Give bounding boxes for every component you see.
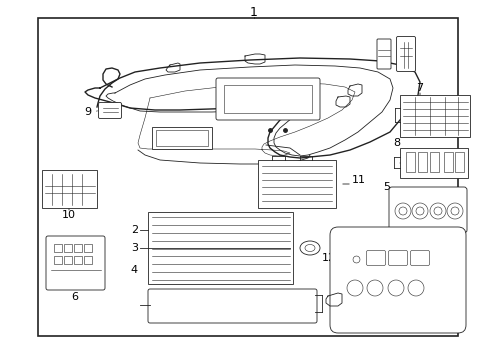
Circle shape bbox=[429, 203, 445, 219]
Ellipse shape bbox=[305, 244, 314, 252]
Text: 12: 12 bbox=[321, 253, 335, 263]
FancyBboxPatch shape bbox=[98, 103, 121, 118]
Bar bbox=[74, 256, 82, 264]
FancyBboxPatch shape bbox=[387, 251, 407, 266]
Text: 8: 8 bbox=[392, 138, 399, 148]
Text: 6: 6 bbox=[71, 292, 79, 302]
Text: 7: 7 bbox=[416, 83, 423, 93]
Circle shape bbox=[407, 280, 423, 296]
Text: 3: 3 bbox=[131, 243, 138, 253]
Circle shape bbox=[394, 203, 410, 219]
FancyBboxPatch shape bbox=[366, 251, 385, 266]
Bar bbox=[148, 212, 292, 284]
Bar bbox=[399, 95, 469, 137]
FancyBboxPatch shape bbox=[46, 236, 105, 290]
Circle shape bbox=[346, 280, 362, 296]
Bar bbox=[429, 152, 438, 172]
FancyBboxPatch shape bbox=[329, 227, 465, 333]
Bar bbox=[156, 130, 207, 146]
Circle shape bbox=[433, 207, 441, 215]
Text: 1: 1 bbox=[249, 5, 257, 18]
Bar bbox=[152, 127, 212, 149]
Circle shape bbox=[446, 203, 462, 219]
FancyBboxPatch shape bbox=[409, 251, 428, 266]
Text: 9: 9 bbox=[84, 107, 91, 117]
Bar bbox=[84, 244, 92, 252]
Bar bbox=[224, 85, 311, 113]
Bar bbox=[258, 160, 335, 208]
Bar bbox=[454, 152, 463, 172]
Bar bbox=[38, 18, 457, 336]
Text: 4: 4 bbox=[131, 265, 138, 275]
Bar bbox=[54, 256, 62, 264]
Text: 10: 10 bbox=[62, 210, 76, 220]
Bar bbox=[64, 244, 72, 252]
Text: 2: 2 bbox=[131, 225, 138, 235]
Bar bbox=[42, 170, 97, 208]
Circle shape bbox=[366, 280, 382, 296]
Circle shape bbox=[411, 203, 427, 219]
FancyBboxPatch shape bbox=[396, 36, 415, 72]
Text: 5: 5 bbox=[382, 182, 389, 192]
Circle shape bbox=[450, 207, 458, 215]
Circle shape bbox=[415, 207, 423, 215]
Bar bbox=[84, 256, 92, 264]
FancyBboxPatch shape bbox=[388, 187, 466, 233]
FancyBboxPatch shape bbox=[216, 78, 319, 120]
Bar bbox=[443, 152, 452, 172]
Bar bbox=[74, 244, 82, 252]
Bar bbox=[64, 256, 72, 264]
Circle shape bbox=[387, 280, 403, 296]
Circle shape bbox=[398, 207, 406, 215]
Bar bbox=[399, 148, 467, 178]
FancyBboxPatch shape bbox=[148, 289, 316, 323]
Bar bbox=[405, 152, 414, 172]
Bar bbox=[417, 152, 426, 172]
FancyBboxPatch shape bbox=[376, 39, 390, 69]
Text: 11: 11 bbox=[351, 175, 365, 185]
Bar bbox=[54, 244, 62, 252]
Ellipse shape bbox=[299, 241, 319, 255]
